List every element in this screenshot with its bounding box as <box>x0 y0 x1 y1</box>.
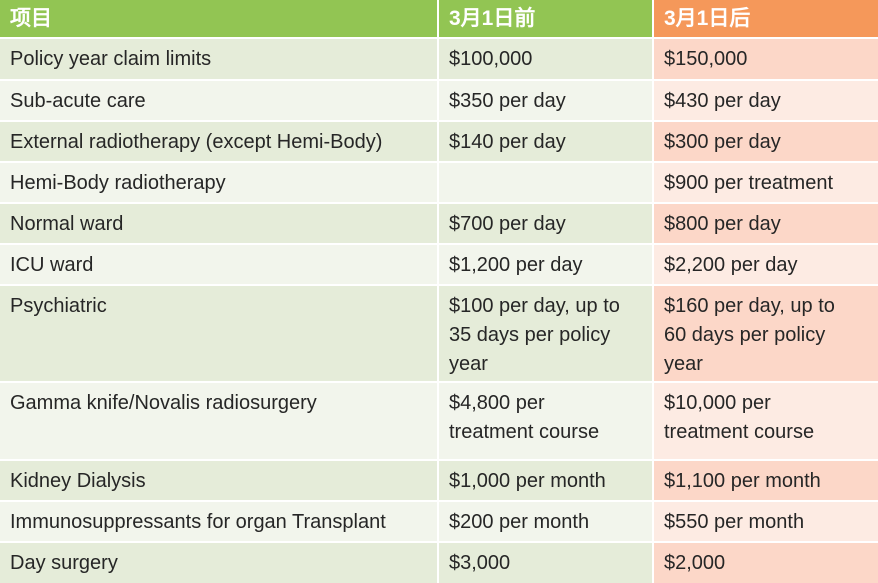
after-value-cell: $10,000 per treatment course <box>654 383 878 459</box>
item-cell: Psychiatric <box>0 286 437 381</box>
before-value-cell: $1,000 per month <box>439 461 652 500</box>
item-cell: Day surgery <box>0 543 437 583</box>
after-value-cell: $160 per day, up to 60 days per policy y… <box>654 286 878 381</box>
after-value-cell: $900 per treatment <box>654 163 878 202</box>
after-value-cell: $2,200 per day <box>654 245 878 284</box>
after-value-cell: $550 per month <box>654 502 878 541</box>
item-cell: Policy year claim limits <box>0 39 437 79</box>
before-value-cell: $100 per day, up to 35 days per policy y… <box>439 286 652 381</box>
after-value-cell: $300 per day <box>654 122 878 161</box>
item-cell: Sub-acute care <box>0 81 437 120</box>
item-cell: External radiotherapy (except Hemi-Body) <box>0 122 437 161</box>
after-value-cell: $2,000 <box>654 543 878 583</box>
before-value-cell: $4,800 per treatment course <box>439 383 652 459</box>
item-cell: Hemi-Body radiotherapy <box>0 163 437 202</box>
before-value-cell: $200 per month <box>439 502 652 541</box>
before-value-cell: $700 per day <box>439 204 652 243</box>
before-value-cell <box>439 163 652 202</box>
item-cell: ICU ward <box>0 245 437 284</box>
before-value-cell: $100,000 <box>439 39 652 79</box>
item-cell: Immunosuppressants for organ Transplant <box>0 502 437 541</box>
item-cell: Normal ward <box>0 204 437 243</box>
before-value-cell: $350 per day <box>439 81 652 120</box>
before-value-cell: $140 per day <box>439 122 652 161</box>
after-value-cell: $800 per day <box>654 204 878 243</box>
after-value-cell: $1,100 per month <box>654 461 878 500</box>
header-after-mar1: 3月1日后 <box>654 0 878 37</box>
item-cell: Kidney Dialysis <box>0 461 437 500</box>
before-value-cell: $1,200 per day <box>439 245 652 284</box>
header-item: 项目 <box>0 0 437 37</box>
before-value-cell: $3,000 <box>439 543 652 583</box>
after-value-cell: $150,000 <box>654 39 878 79</box>
item-cell: Gamma knife/Novalis radiosurgery <box>0 383 437 459</box>
header-before-mar1: 3月1日前 <box>439 0 652 37</box>
after-value-cell: $430 per day <box>654 81 878 120</box>
